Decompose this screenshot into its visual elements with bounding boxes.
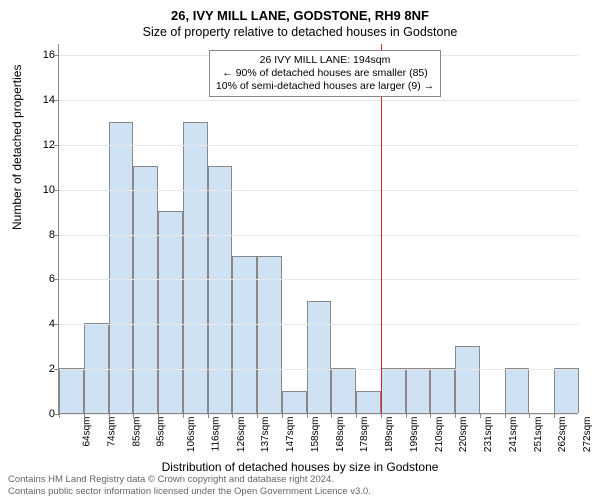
histogram-bar [133,166,158,413]
histogram-bar [455,346,480,413]
histogram-bar [307,301,332,413]
xtick-mark [529,413,530,418]
xtick-mark [381,413,382,418]
xtick-label: 137sqm [260,417,271,453]
ytick-label: 12 [33,139,55,151]
y-axis-label: Number of detached properties [10,65,24,230]
xtick-mark [183,413,184,418]
ytick-mark [54,55,59,56]
marker-line [381,44,383,413]
xtick-label: 262sqm [558,417,569,453]
xtick-label: 210sqm [434,417,445,453]
ytick-mark [54,190,59,191]
xtick-label: 241sqm [508,417,519,453]
ytick-label: 10 [33,184,55,196]
xtick-label: 158sqm [310,417,321,453]
xtick-mark [133,413,134,418]
ytick-mark [54,279,59,280]
xtick-mark [307,413,308,418]
ytick-label: 6 [33,273,55,285]
xtick-mark [505,413,506,418]
ytick-mark [54,369,59,370]
footer-line-1: Contains HM Land Registry data © Crown c… [8,474,371,486]
annotation-line-2: ← 90% of detached houses are smaller (85… [216,67,434,80]
chart-container: 26, IVY MILL LANE, GODSTONE, RH9 8NF Siz… [0,0,600,500]
plot-region: 024681012141664sqm74sqm85sqm95sqm106sqm1… [58,44,578,414]
histogram-bar [381,368,406,413]
gridline [59,414,578,415]
ytick-label: 16 [33,49,55,61]
histogram-bar [406,368,431,413]
histogram-bar [505,368,530,413]
xtick-mark [331,413,332,418]
gridline [59,369,578,370]
xtick-mark [480,413,481,418]
gridline [59,279,578,280]
ytick-mark [54,100,59,101]
annotation-box: 26 IVY MILL LANE: 194sqm← 90% of detache… [209,50,441,97]
xtick-mark [158,413,159,418]
gridline [59,190,578,191]
xtick-mark [59,413,60,418]
xtick-mark [455,413,456,418]
xtick-label: 199sqm [409,417,420,453]
ytick-label: 0 [33,408,55,420]
xtick-label: 147sqm [285,417,296,453]
x-axis-label: Distribution of detached houses by size … [0,460,600,474]
xtick-mark [109,413,110,418]
gridline [59,100,578,101]
xtick-mark [257,413,258,418]
ytick-label: 2 [33,363,55,375]
chart-area: 024681012141664sqm74sqm85sqm95sqm106sqm1… [58,44,578,414]
histogram-bar [430,368,455,413]
xtick-label: 74sqm [106,417,117,447]
footer-attribution: Contains HM Land Registry data © Crown c… [8,474,371,498]
histogram-bar [331,368,356,413]
xtick-mark [84,413,85,418]
xtick-mark [430,413,431,418]
gridline [59,235,578,236]
title-subtitle: Size of property relative to detached ho… [0,23,600,39]
xtick-label: 231sqm [483,417,494,453]
ytick-mark [54,324,59,325]
xtick-mark [282,413,283,418]
ytick-label: 14 [33,94,55,106]
xtick-mark [208,413,209,418]
ytick-mark [54,145,59,146]
histogram-bar [158,211,183,413]
xtick-mark [406,413,407,418]
histogram-bar [554,368,579,413]
xtick-label: 178sqm [359,417,370,453]
title-address: 26, IVY MILL LANE, GODSTONE, RH9 8NF [0,0,600,23]
annotation-line-3: 10% of semi-detached houses are larger (… [216,80,434,93]
xtick-label: 168sqm [335,417,346,453]
histogram-bar [59,368,84,413]
xtick-mark [356,413,357,418]
xtick-label: 116sqm [210,417,221,452]
xtick-label: 251sqm [533,417,544,453]
footer-line-2: Contains public sector information licen… [8,486,371,498]
xtick-label: 85sqm [131,417,142,447]
gridline [59,324,578,325]
gridline [59,145,578,146]
xtick-mark [232,413,233,418]
histogram-bar [282,391,307,413]
xtick-label: 106sqm [186,417,197,453]
histogram-bar [356,391,381,413]
xtick-label: 220sqm [459,417,470,453]
xtick-label: 272sqm [582,417,593,453]
xtick-label: 189sqm [384,417,395,453]
ytick-label: 8 [33,229,55,241]
xtick-mark [554,413,555,418]
xtick-label: 95sqm [156,417,167,447]
histogram-bar [208,166,233,413]
ytick-label: 4 [33,318,55,330]
xtick-label: 64sqm [82,417,93,447]
annotation-line-1: 26 IVY MILL LANE: 194sqm [216,54,434,67]
xtick-label: 126sqm [236,417,247,453]
ytick-mark [54,235,59,236]
